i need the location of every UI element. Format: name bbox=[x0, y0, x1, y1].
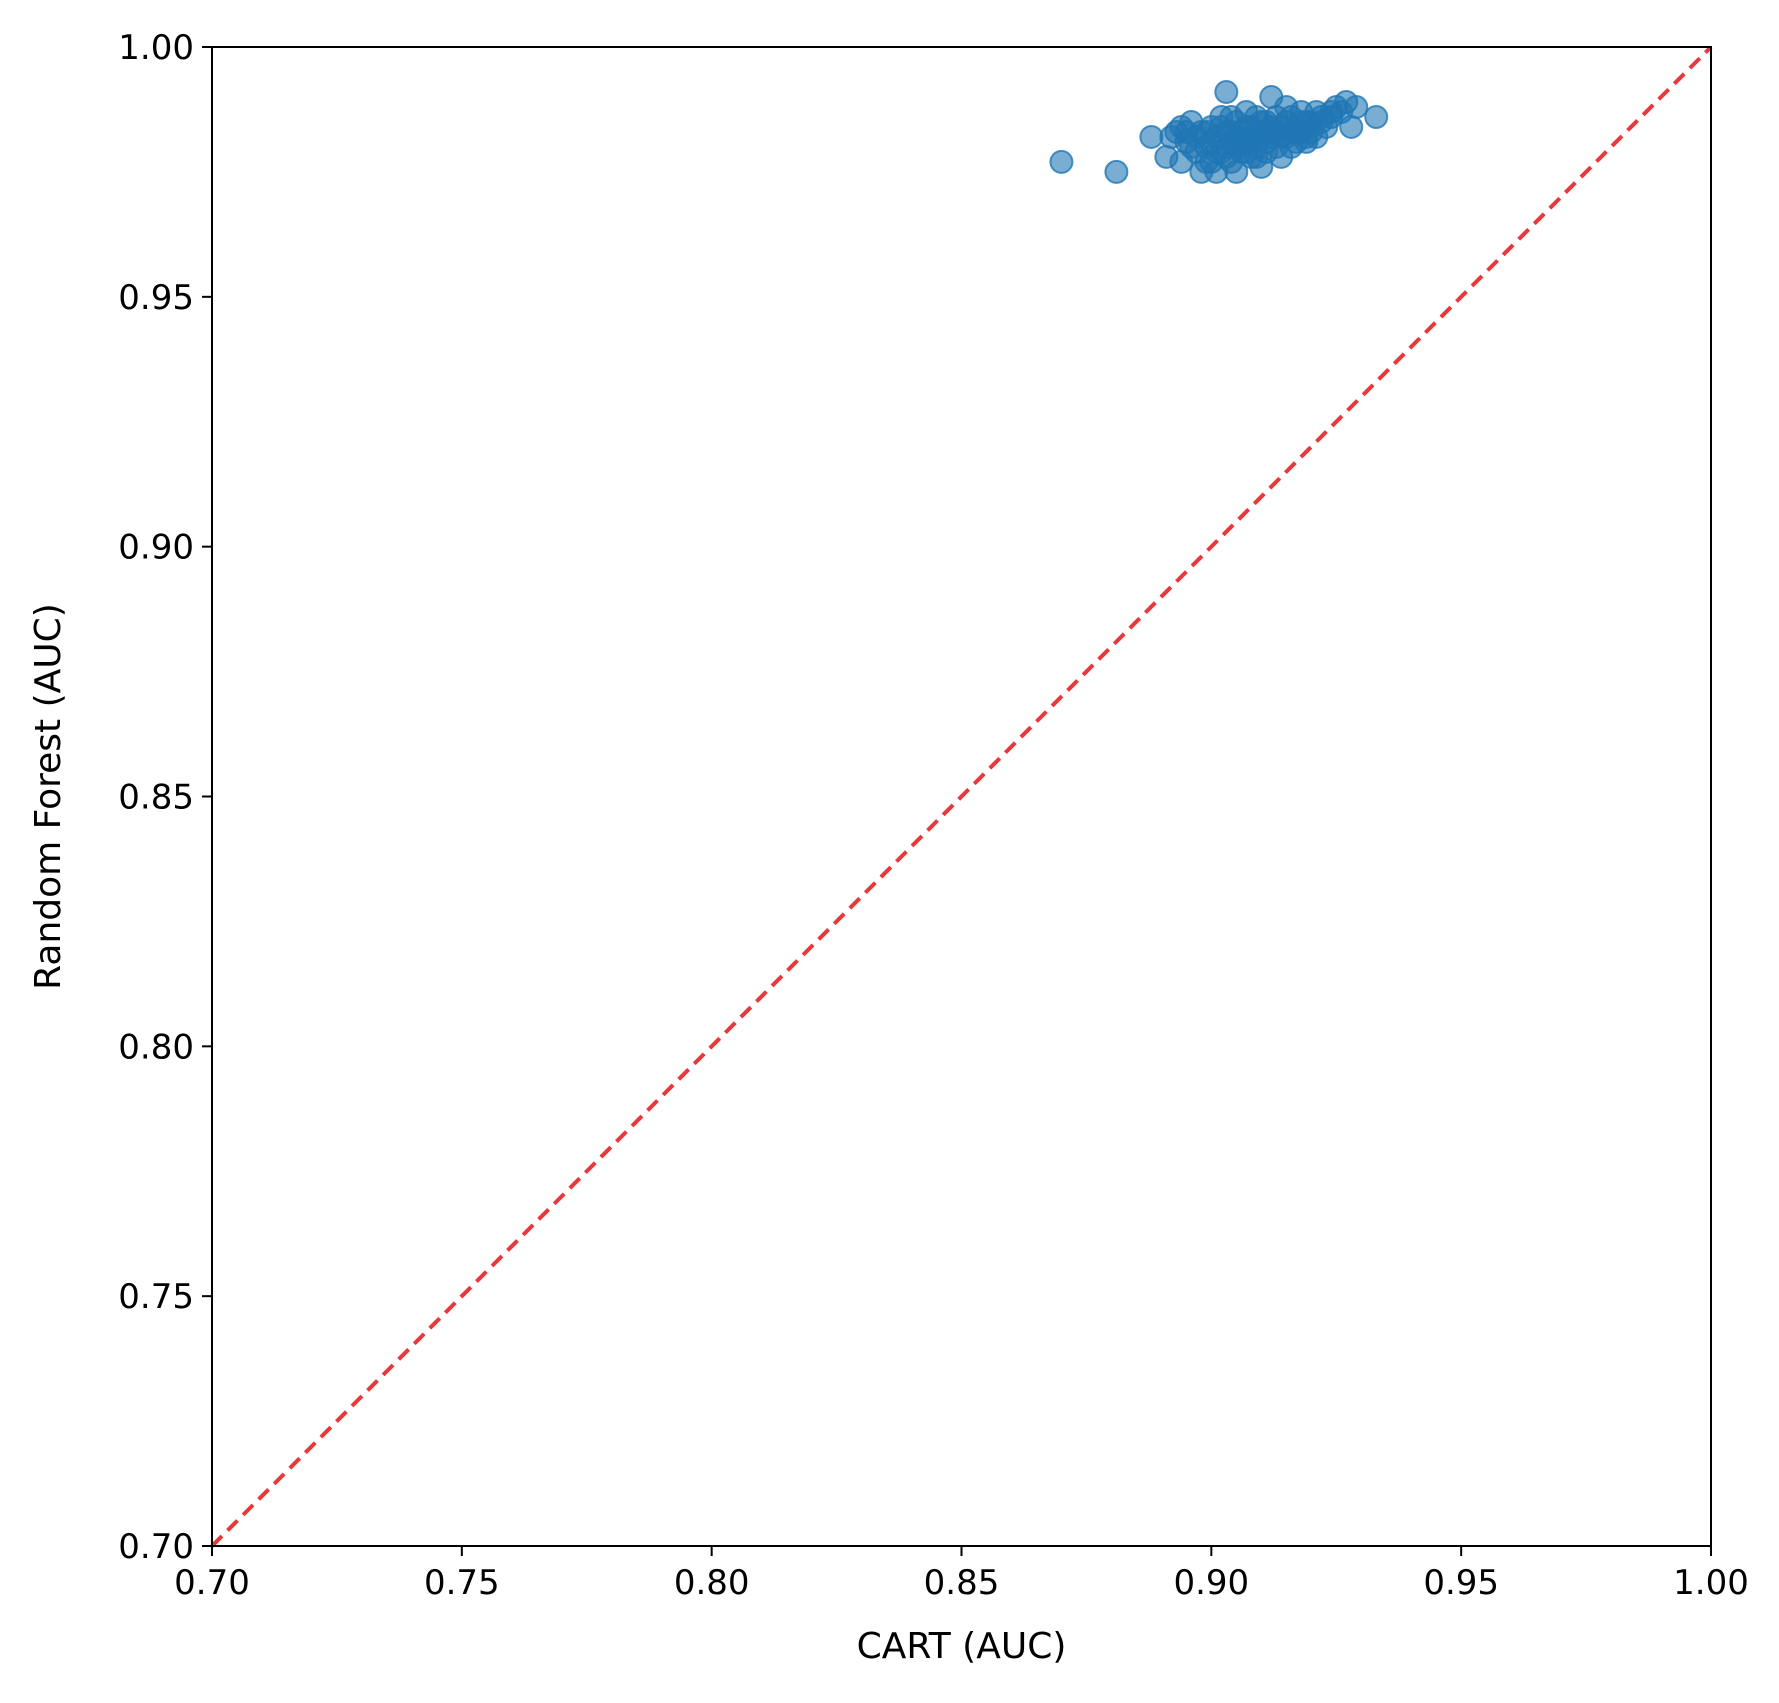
y-tick-label: 0.85 bbox=[118, 778, 194, 818]
reference-line bbox=[210, 45, 1713, 1548]
x-tick-label: 0.90 bbox=[1173, 1563, 1249, 1603]
y-tick-label: 0.95 bbox=[118, 278, 194, 318]
plot-area bbox=[210, 45, 1713, 1548]
x-tick-label: 0.80 bbox=[674, 1563, 750, 1603]
data-point bbox=[1049, 149, 1074, 174]
y-tick-label: 0.75 bbox=[118, 1277, 194, 1317]
x-axis-label: CART (AUC) bbox=[857, 1626, 1067, 1667]
x-tick-label: 1.00 bbox=[1673, 1563, 1749, 1603]
data-point bbox=[1254, 109, 1279, 134]
y-tick-label: 0.80 bbox=[118, 1027, 194, 1067]
data-point bbox=[1364, 104, 1389, 129]
data-point bbox=[1104, 159, 1129, 184]
x-tick-label: 0.75 bbox=[424, 1563, 500, 1603]
data-point bbox=[1344, 94, 1369, 119]
y-tick-label: 1.00 bbox=[118, 28, 194, 68]
data-point bbox=[1174, 119, 1199, 144]
axis-ticks: 0.70 0.75 0.80 0.85 0.90 0.95 1.00 0.70 0.75 0.80… bbox=[118, 28, 1749, 1603]
y-axis-label: Random Forest (AUC) bbox=[28, 603, 69, 990]
data-point bbox=[1339, 114, 1364, 139]
data-point bbox=[1214, 79, 1239, 104]
y-tick-label: 0.90 bbox=[118, 528, 194, 568]
data-point bbox=[1139, 124, 1164, 149]
x-tick-label: 0.70 bbox=[174, 1563, 250, 1603]
data-point bbox=[1319, 99, 1344, 124]
x-tick-label: 0.85 bbox=[924, 1563, 1000, 1603]
data-point bbox=[1219, 119, 1244, 144]
data-point bbox=[1194, 119, 1219, 144]
data-point bbox=[1244, 144, 1269, 169]
x-tick-label: 0.95 bbox=[1423, 1563, 1499, 1603]
y-tick-label: 0.70 bbox=[118, 1527, 194, 1567]
